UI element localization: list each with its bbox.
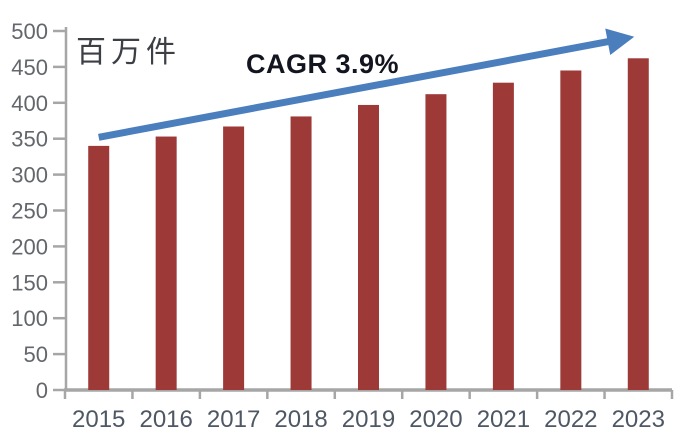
y-tick-label: 300 bbox=[11, 163, 48, 188]
y-tick-label: 350 bbox=[11, 127, 48, 152]
y-tick-label: 0 bbox=[36, 378, 48, 403]
y-axis-unit-label: 百万件 bbox=[76, 35, 181, 70]
bar-2018 bbox=[290, 116, 312, 390]
x-tick-label-2018: 2018 bbox=[274, 406, 327, 433]
y-tick-label: 500 bbox=[11, 19, 48, 44]
x-tick-label-2015: 2015 bbox=[72, 406, 125, 433]
bar-2019 bbox=[358, 104, 379, 390]
bar-2021 bbox=[492, 82, 514, 391]
y-tick-label: 250 bbox=[11, 199, 48, 224]
bar-2015 bbox=[88, 145, 110, 390]
trend-arrow-line bbox=[98, 37, 613, 141]
x-tick-label-2016: 2016 bbox=[139, 406, 192, 433]
x-tick-label-2020: 2020 bbox=[409, 406, 462, 433]
bar-2017 bbox=[223, 126, 245, 390]
trend-arrow-head bbox=[605, 28, 635, 55]
x-tick-label-2023: 2023 bbox=[612, 406, 665, 433]
y-tick-label: 100 bbox=[11, 306, 48, 331]
bar-2022 bbox=[560, 70, 582, 391]
x-tick-label-2022: 2022 bbox=[544, 406, 597, 433]
x-tick-label-2021: 2021 bbox=[477, 406, 530, 433]
cagr-annotation: CAGR 3.9% bbox=[246, 49, 400, 79]
bar-2023 bbox=[627, 58, 649, 391]
bar-2016 bbox=[155, 136, 177, 390]
y-tick-label: 150 bbox=[11, 270, 48, 295]
x-tick-label-2019: 2019 bbox=[342, 406, 395, 433]
y-tick-label: 50 bbox=[24, 342, 48, 367]
y-tick-label: 200 bbox=[11, 234, 48, 259]
y-tick-label: 450 bbox=[11, 55, 48, 80]
bar-2020 bbox=[425, 94, 447, 391]
x-tick-label-2017: 2017 bbox=[207, 406, 260, 433]
y-tick-label: 400 bbox=[11, 91, 48, 116]
